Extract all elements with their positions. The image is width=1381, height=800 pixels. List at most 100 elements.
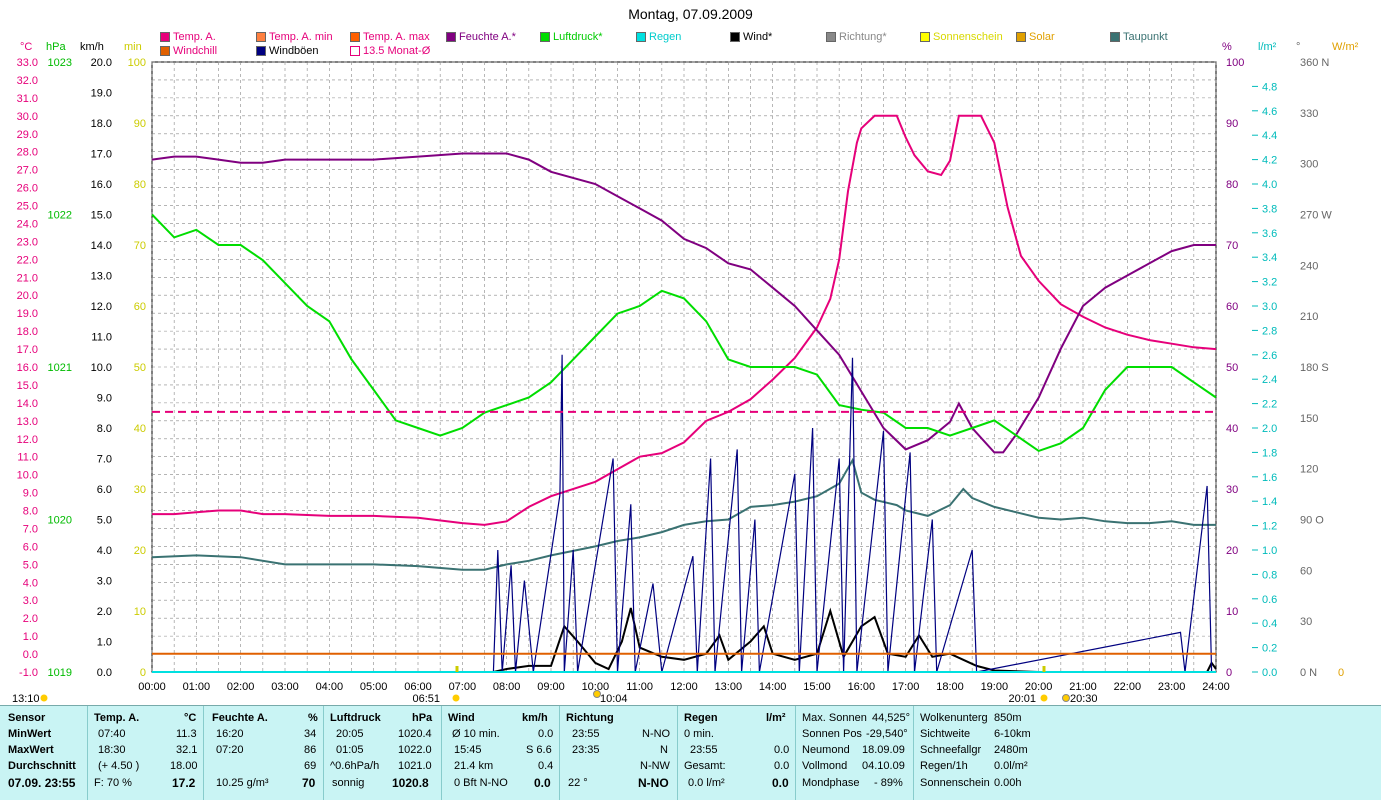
- tick-direction: 30: [1300, 616, 1312, 628]
- rain-r1: 0 min.: [684, 728, 714, 740]
- tick-temp: 27.0: [17, 165, 38, 177]
- tick-rain: 3.4: [1262, 252, 1277, 264]
- tick-rain: 3.0: [1262, 301, 1277, 313]
- tick-pressure: 1019: [48, 667, 72, 679]
- tick-pressure: 1021: [48, 362, 72, 374]
- misc-value-3: 0.0l/m²: [994, 760, 1028, 772]
- hdr-press-unit: hPa: [412, 712, 433, 724]
- tick-temp: 29.0: [17, 129, 38, 141]
- tick-temp: 18.0: [17, 326, 38, 338]
- tick-direction: 360 N: [1300, 57, 1329, 69]
- tick-wind: 13.0: [91, 271, 112, 283]
- hdr-wind-unit: km/h: [522, 712, 548, 724]
- tick-temp: 2.0: [23, 613, 38, 625]
- wind-avg: 0.0: [538, 728, 554, 740]
- label-min: MinWert: [8, 728, 52, 740]
- series-line-4: [152, 607, 1217, 673]
- tick-rain: 4.0: [1262, 179, 1277, 191]
- legend-dewpoint: Taupunkt: [1110, 31, 1168, 43]
- tick-time: 23:00: [1158, 681, 1186, 693]
- tick-wind: 2.0: [97, 606, 112, 618]
- marker-sunset: 20:01: [1008, 693, 1036, 705]
- tick-time: 15:00: [803, 681, 831, 693]
- astro-value-0: 44,525°: [872, 712, 911, 724]
- misc-label-1: Sichtweite: [920, 728, 971, 740]
- tick-rain: 4.2: [1262, 155, 1277, 167]
- wind-bft: 0 Bft N-NO: [454, 777, 508, 789]
- tick-time: 18:00: [936, 681, 964, 693]
- press-max-time: 01:05: [336, 744, 364, 756]
- tick-rain: 1.8: [1262, 447, 1277, 459]
- sunset-icon: [1040, 694, 1048, 702]
- chart-title: Montag, 07.09.2009: [628, 6, 753, 22]
- dir-deg: 22 °: [568, 777, 588, 789]
- temp-max: 32.1: [176, 744, 198, 756]
- temp-feel: F: 70 %: [94, 777, 132, 789]
- astro-label-2: Neumond: [802, 744, 850, 756]
- astro-value-1: -29,540°: [866, 728, 908, 740]
- tick-humidity: 20: [1226, 545, 1238, 557]
- axis-unit-kmh: km/h: [80, 41, 104, 53]
- hdr-hum: Feuchte A.: [212, 712, 268, 724]
- tick-time: 07:00: [449, 681, 477, 693]
- tick-rain: 4.8: [1262, 81, 1277, 93]
- legend-direction: Richtung*: [826, 31, 887, 43]
- press-avg: 1021.0: [398, 760, 432, 772]
- tick-temp: 10.0: [17, 470, 38, 482]
- tick-pressure: 1023: [48, 57, 72, 69]
- marker-moonrise: 10:04: [600, 693, 628, 705]
- tick-pressure: 1022: [48, 210, 72, 222]
- tick-humidity: 10: [1226, 606, 1238, 618]
- tick-time: 16:00: [848, 681, 876, 693]
- misc-label-0: Wolkenunterg: [920, 712, 988, 724]
- tick-temp: 17.0: [17, 344, 38, 356]
- hdr-temp-unit: °C: [184, 712, 197, 724]
- label-avg: Durchschnitt: [8, 760, 76, 772]
- legend-solar: Solar: [1016, 31, 1055, 43]
- axis-unit-hpa: hPa: [46, 41, 66, 53]
- astro-label-0: Max. Sonnen: [802, 712, 867, 724]
- tick-direction: 150: [1300, 413, 1318, 425]
- tick-direction: 210: [1300, 311, 1318, 323]
- press-now: 1020.8: [392, 776, 429, 790]
- tick-time: 04:00: [316, 681, 344, 693]
- marker-start: 13:10: [12, 693, 40, 705]
- tick-rain: 1.0: [1262, 545, 1277, 557]
- tick-rain: 0.8: [1262, 569, 1277, 581]
- tick-humidity: 50: [1226, 362, 1238, 374]
- axis-unit-lm2: l/m²: [1258, 41, 1277, 53]
- press-trend: ^0.6hPa/h: [330, 760, 380, 772]
- tick-time: 08:00: [493, 681, 521, 693]
- hum-now: 70: [302, 776, 316, 790]
- hdr-wind: Wind: [448, 712, 475, 724]
- rain-r2: 0.0: [774, 744, 790, 756]
- tick-direction: 270 W: [1300, 210, 1332, 222]
- tick-humidity: 90: [1226, 118, 1238, 130]
- tick-time: 22:00: [1114, 681, 1142, 693]
- moonrise-icon: [593, 690, 601, 698]
- dir-t1: 23:55: [572, 728, 600, 740]
- press-weather: sonnig: [332, 777, 365, 789]
- tick-temp: 6.0: [23, 541, 38, 553]
- tick-rain: 3.6: [1262, 228, 1277, 240]
- tick-temp: 21.0: [17, 272, 38, 284]
- legend-wind: Wind*: [730, 31, 772, 43]
- tick-solar: 0: [1338, 667, 1344, 679]
- tick-wind: 18.0: [91, 118, 112, 130]
- tick-sun: 80: [134, 179, 146, 191]
- tick-temp: 7.0: [23, 523, 38, 535]
- marker-sunrise: 06:51: [412, 693, 440, 705]
- tick-time: 09:00: [537, 681, 565, 693]
- sunrise-icon: [452, 694, 460, 702]
- tick-sun: 0: [140, 667, 146, 679]
- legend-windchill: Windchill: [160, 45, 217, 57]
- tick-wind: 8.0: [97, 423, 112, 435]
- tick-temp: 24.0: [17, 218, 38, 230]
- tick-sun: 90: [134, 118, 146, 130]
- tick-temp: 9.0: [23, 488, 38, 500]
- tick-time: 20:00: [1025, 681, 1053, 693]
- tick-temp: 23.0: [17, 236, 38, 248]
- hdr-hum-unit: %: [308, 712, 318, 724]
- wind-dist: 21.4 km: [454, 760, 494, 772]
- tick-temp: 8.0: [23, 506, 38, 518]
